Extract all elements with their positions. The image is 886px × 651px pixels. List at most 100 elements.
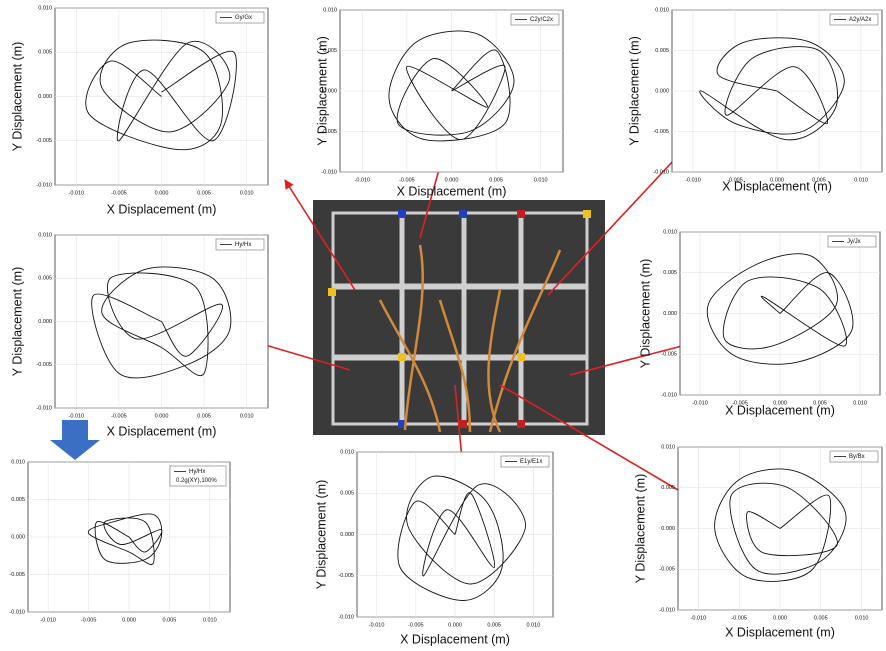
y-axis-label: Y Displacement (m) <box>314 480 328 590</box>
legend-label: Gy/Gx <box>235 15 252 21</box>
x-tick-label: -0.010 <box>40 617 56 623</box>
x-axis-label: X Displacement (m) <box>107 202 217 216</box>
x-tick-label: -0.010 <box>68 413 84 419</box>
down-arrow <box>50 420 100 460</box>
x-tick-label: 0.000 <box>155 190 169 196</box>
legend-label: C2y/C2x <box>530 17 553 23</box>
y-tick-label: 0.000 <box>663 311 677 317</box>
y-tick-label: -0.010 <box>36 182 52 188</box>
x-tick-label: 0.010 <box>240 413 254 419</box>
x-tick-label: 0.005 <box>197 190 211 196</box>
y-tick-label: 0.005 <box>655 48 669 54</box>
y-tick-label: 0.000 <box>11 534 25 540</box>
x-tick-label: 0.000 <box>448 622 462 628</box>
x-axis-label: X Displacement (m) <box>725 625 835 639</box>
x-tick-label: 0.005 <box>487 622 501 628</box>
x-tick-label: 0.005 <box>489 177 503 183</box>
x-tick-label: 0.000 <box>122 617 136 623</box>
y-tick-label: -0.005 <box>653 129 669 135</box>
y-tick-label: 0.010 <box>655 7 669 13</box>
y-tick-label: 0.010 <box>38 232 52 238</box>
x-tick-label: -0.005 <box>408 622 424 628</box>
y-axis-label: Y Displacement (m) <box>638 259 652 369</box>
annotation: 0.2g(XY),100% <box>176 478 217 484</box>
x-tick-label: -0.005 <box>111 190 127 196</box>
y-tick-label: -0.010 <box>661 392 677 398</box>
y-axis-label: Y Displacement (m) <box>10 267 24 377</box>
y-tick-label: 0.005 <box>663 270 677 276</box>
y-axis-label: Y Displacement (m) <box>633 474 647 584</box>
y-tick-label: 0.010 <box>340 449 354 455</box>
y-tick-label: 0.010 <box>661 444 675 450</box>
x-axis-label: X Displacement (m) <box>722 179 832 193</box>
x-tick-label: 0.010 <box>534 177 548 183</box>
photo <box>313 200 605 435</box>
y-tick-label: -0.005 <box>9 572 25 578</box>
x-tick-label: -0.010 <box>68 190 84 196</box>
y-tick-label: 0.010 <box>663 229 677 235</box>
y-axis-label: Y Displacement (m) <box>627 36 641 146</box>
y-tick-label: 0.005 <box>340 491 354 497</box>
x-tick-label: -0.010 <box>691 615 707 621</box>
y-tick-label: 0.005 <box>11 497 25 503</box>
y-tick-label: 0.005 <box>38 276 52 282</box>
x-tick-label: 0.010 <box>527 622 541 628</box>
x-tick-label: 0.000 <box>445 177 459 183</box>
x-tick-label: -0.005 <box>399 177 415 183</box>
chart-panel: -0.010 -0.005 0.000 0.005 0.010 -0.010 -0.005 0… <box>9 459 230 623</box>
legend-label: Jy/Jx <box>847 239 861 245</box>
y-tick-label: 0.010 <box>11 459 25 465</box>
x-tick-label: -0.005 <box>111 413 127 419</box>
x-tick-label: 0.005 <box>814 615 828 621</box>
y-tick-label: -0.010 <box>321 169 337 175</box>
x-tick-label: -0.010 <box>685 177 701 183</box>
x-axis-label: X Displacement (m) <box>397 184 507 198</box>
y-tick-label: 0.005 <box>38 50 52 56</box>
x-tick-label: 0.010 <box>240 190 254 196</box>
chart-panel: -0.010 -0.005 0.000 0.005 0.010 -0.010 -0.005 0… <box>10 5 268 216</box>
x-tick-label: 0.000 <box>155 413 169 419</box>
y-tick-label: -0.005 <box>338 573 354 579</box>
x-tick-label: 0.000 <box>773 615 787 621</box>
x-tick-label: 0.010 <box>853 400 867 406</box>
chart-panel: -0.010 -0.005 0.000 0.005 0.010 -0.010 -0.005 0… <box>633 444 882 639</box>
y-axis-label: Y Displacement (m) <box>315 36 329 146</box>
x-tick-label: -0.010 <box>692 400 708 406</box>
x-axis-label: X Displacement (m) <box>107 424 217 438</box>
legend-label: By/Bx <box>849 454 865 460</box>
y-tick-label: 0.000 <box>38 94 52 100</box>
y-axis-label: Y Displacement (m) <box>10 42 24 152</box>
x-tick-label: -0.005 <box>731 615 747 621</box>
y-tick-label: -0.010 <box>9 609 25 615</box>
y-tick-label: -0.005 <box>661 352 677 358</box>
y-tick-label: -0.005 <box>659 567 675 573</box>
y-tick-label: 0.000 <box>38 319 52 325</box>
y-tick-label: -0.010 <box>659 607 675 613</box>
legend-label: Hy/Hx <box>189 469 205 475</box>
x-tick-label: 0.010 <box>203 617 217 623</box>
x-tick-label: 0.010 <box>854 177 868 183</box>
y-tick-label: -0.005 <box>36 138 52 144</box>
x-tick-label: 0.005 <box>163 617 177 623</box>
x-tick-label: -0.010 <box>369 622 385 628</box>
x-tick-label: 0.005 <box>197 413 211 419</box>
legend-label: E1y/E1x <box>520 459 542 465</box>
y-tick-label: 0.000 <box>661 526 675 532</box>
y-tick-label: -0.010 <box>653 169 669 175</box>
chart-panel: -0.010 -0.005 0.000 0.005 0.010 -0.010 -0.005 0… <box>10 232 268 438</box>
legend-label: A2y/A2x <box>849 17 871 23</box>
y-tick-label: -0.005 <box>36 362 52 368</box>
y-tick-label: -0.010 <box>36 405 52 411</box>
x-axis-label: X Displacement (m) <box>400 632 510 646</box>
figure: -0.010 -0.005 0.000 0.005 0.010 -0.010 -0.005 0… <box>0 0 886 651</box>
y-tick-label: 0.005 <box>661 485 675 491</box>
x-tick-label: -0.010 <box>354 177 370 183</box>
y-tick-label: 0.010 <box>38 5 52 11</box>
y-tick-label: 0.000 <box>340 532 354 538</box>
x-tick-label: -0.005 <box>81 617 97 623</box>
x-tick-label: 0.010 <box>855 615 869 621</box>
y-tick-label: 0.000 <box>655 88 669 94</box>
